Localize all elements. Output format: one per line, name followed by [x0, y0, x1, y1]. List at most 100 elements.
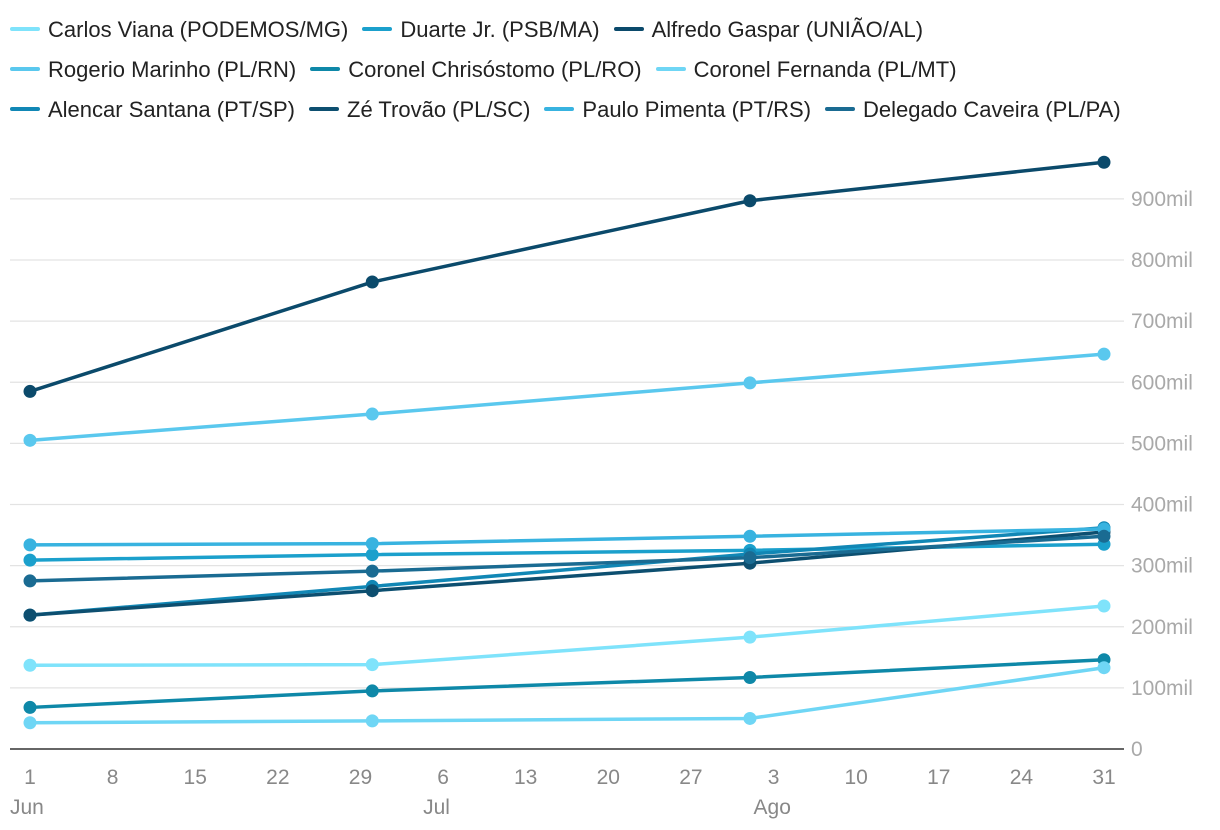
- data-point: [365, 714, 379, 728]
- series-line: [28, 527, 1106, 547]
- x-month-label: Ago: [754, 796, 791, 819]
- data-point: [23, 433, 37, 447]
- data-point: [1097, 347, 1111, 361]
- legend-label: Alencar Santana (PT/SP): [48, 97, 296, 122]
- x-tick-label: 17: [927, 766, 950, 789]
- legend-label: Delegado Caveira (PL/PA): [863, 97, 1121, 122]
- y-tick-label: 100mil: [1131, 677, 1193, 700]
- legend-swatch: [544, 107, 575, 112]
- series-line: [28, 658, 1106, 710]
- data-point: [1097, 155, 1111, 169]
- legend-swatch: [655, 67, 686, 72]
- y-tick-label: 800mil: [1131, 249, 1193, 272]
- legend-item[interactable]: Rogerio Marinho (PL/RN): [10, 50, 296, 90]
- legend-label: Rogerio Marinho (PL/RN): [48, 57, 297, 82]
- x-tick-label: 8: [107, 766, 119, 789]
- legend-label: Coronel Chrisóstomo (PL/RO): [348, 57, 642, 82]
- series: [23, 537, 1111, 567]
- legend-item[interactable]: Alfredo Gaspar (UNIÃO/AL): [613, 10, 924, 50]
- x-tick-label: 20: [597, 766, 620, 789]
- legend-swatch: [362, 27, 393, 32]
- data-point: [743, 630, 757, 644]
- legend-item[interactable]: Duarte Jr. (PSB/MA): [362, 10, 600, 50]
- data-point: [23, 716, 37, 730]
- series: [23, 522, 1111, 552]
- series: [23, 347, 1111, 447]
- x-month-label: Jul: [423, 796, 450, 819]
- series-line: [28, 525, 1106, 617]
- y-tick-label: 900mil: [1131, 188, 1193, 211]
- data-point: [365, 658, 379, 672]
- legend-label: Alfredo Gaspar (UNIÃO/AL): [651, 17, 924, 42]
- data-point: [365, 275, 379, 289]
- legend-swatch: [10, 67, 40, 72]
- data-point: [743, 711, 757, 725]
- series: [23, 529, 1111, 588]
- y-tick-label: 600mil: [1131, 371, 1193, 394]
- data-point: [365, 407, 379, 421]
- series: [23, 155, 1111, 398]
- x-tick-label: 24: [1010, 766, 1034, 789]
- legend-item[interactable]: Carlos Viana (PODEMOS/MG): [10, 10, 348, 50]
- legend-swatch: [309, 107, 340, 112]
- x-axis-labels: 1 Jun 8 15 22 29 6 Jul 13 20 27 3 Ago 10 17 24 31: [10, 766, 1116, 819]
- series: [23, 661, 1111, 730]
- chart-legend: Carlos Viana (PODEMOS/MG) Duarte Jr. (PSB…: [10, 10, 1210, 130]
- legend-label: Coronel Fernanda (PL/MT): [693, 57, 957, 82]
- data-point: [365, 537, 379, 551]
- data-point: [365, 684, 379, 698]
- data-point: [743, 376, 757, 390]
- series: [23, 653, 1111, 714]
- data-point: [23, 700, 37, 714]
- legend-item[interactable]: Coronel Fernanda (PL/MT): [655, 50, 957, 90]
- y-tick-label: 300mil: [1131, 555, 1193, 578]
- legend-swatch: [10, 107, 40, 112]
- legend-swatch: [825, 107, 856, 112]
- legend-swatch: [10, 27, 40, 32]
- legend-label: Duarte Jr. (PSB/MA): [400, 17, 600, 42]
- x-tick-label: 1: [24, 766, 36, 789]
- gridlines: [10, 198, 1124, 750]
- data-point: [365, 548, 379, 562]
- x-month-label: Jun: [10, 796, 44, 819]
- series-line: [28, 604, 1106, 668]
- x-tick-label: 27: [679, 766, 702, 789]
- data-point: [1097, 529, 1111, 543]
- series: [23, 521, 1111, 622]
- x-tick-label: 31: [1092, 766, 1115, 789]
- y-axis-labels: 0 100mil 200mil 300mil 400mil 500mil 600mil 700…: [1131, 188, 1193, 761]
- legend-label: Paulo Pimenta (PT/RS): [582, 97, 812, 122]
- legend-item[interactable]: Paulo Pimenta (PT/RS): [544, 90, 811, 130]
- data-point: [23, 553, 37, 567]
- data-point: [743, 194, 757, 208]
- series-line: [28, 352, 1106, 443]
- data-point: [23, 538, 37, 552]
- y-tick-label: 500mil: [1131, 432, 1193, 455]
- legend-item[interactable]: Delegado Caveira (PL/PA): [825, 90, 1121, 130]
- data-point: [23, 384, 37, 398]
- data-point: [743, 529, 757, 543]
- x-tick-label: 15: [184, 766, 207, 789]
- legend-swatch: [613, 27, 644, 32]
- data-point: [23, 608, 37, 622]
- legend-item[interactable]: Zé Trovão (PL/SC): [309, 90, 530, 130]
- x-tick-label: 13: [514, 766, 537, 789]
- data-point: [365, 564, 379, 578]
- legend-item[interactable]: Alencar Santana (PT/SP): [10, 90, 295, 130]
- series-lines: [23, 155, 1111, 730]
- y-tick-label: 200mil: [1131, 616, 1193, 639]
- x-tick-label: 6: [437, 766, 449, 789]
- series-line: [28, 534, 1106, 583]
- x-tick-label: 10: [844, 766, 867, 789]
- legend-label: Zé Trovão (PL/SC): [347, 97, 531, 122]
- series: [23, 599, 1111, 672]
- series-line: [28, 665, 1106, 725]
- data-point: [23, 574, 37, 588]
- x-tick-label: 22: [266, 766, 289, 789]
- series-line: [28, 160, 1106, 394]
- legend-item[interactable]: Coronel Chrisóstomo (PL/RO): [310, 50, 642, 90]
- data-point: [23, 658, 37, 672]
- data-point: [743, 551, 757, 565]
- data-point: [1097, 661, 1111, 675]
- legend-label: Carlos Viana (PODEMOS/MG): [48, 17, 349, 42]
